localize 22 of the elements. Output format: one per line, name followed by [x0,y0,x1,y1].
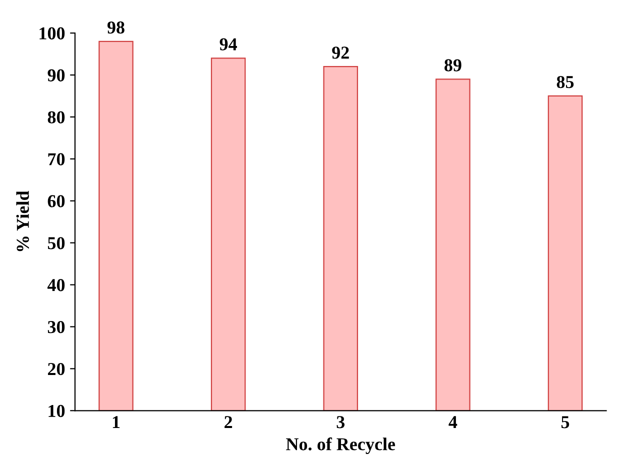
y-axis-title: % Yield [16,190,30,252]
y-tick-label: 70 [48,153,65,166]
x-tick-label: 4 [448,416,458,428]
y-tick-label: 80 [48,111,65,124]
y-tick-label: 20 [48,362,65,376]
data-label: 89 [444,59,462,72]
data-label: 85 [556,76,574,88]
y-tick-label: 40 [47,279,65,292]
data-label: 98 [107,21,124,34]
data-label: 94 [220,38,237,50]
x-axis-title: No. of Recycle [286,437,396,454]
y-tick-label: 30 [48,320,65,334]
x-tick-label: 3 [336,416,345,428]
data-label: 92 [332,46,349,59]
y-tick-label: 50 [48,237,65,250]
x-tick-label: 5 [561,416,570,428]
y-tick-label: 60 [48,195,65,208]
y-tick-label: 10 [48,404,65,418]
x-tick-label: 1 [112,416,120,428]
x-tick-label: 2 [224,416,232,428]
y-tick-label: 90 [48,69,65,82]
y-tick-label: 100 [40,27,65,40]
